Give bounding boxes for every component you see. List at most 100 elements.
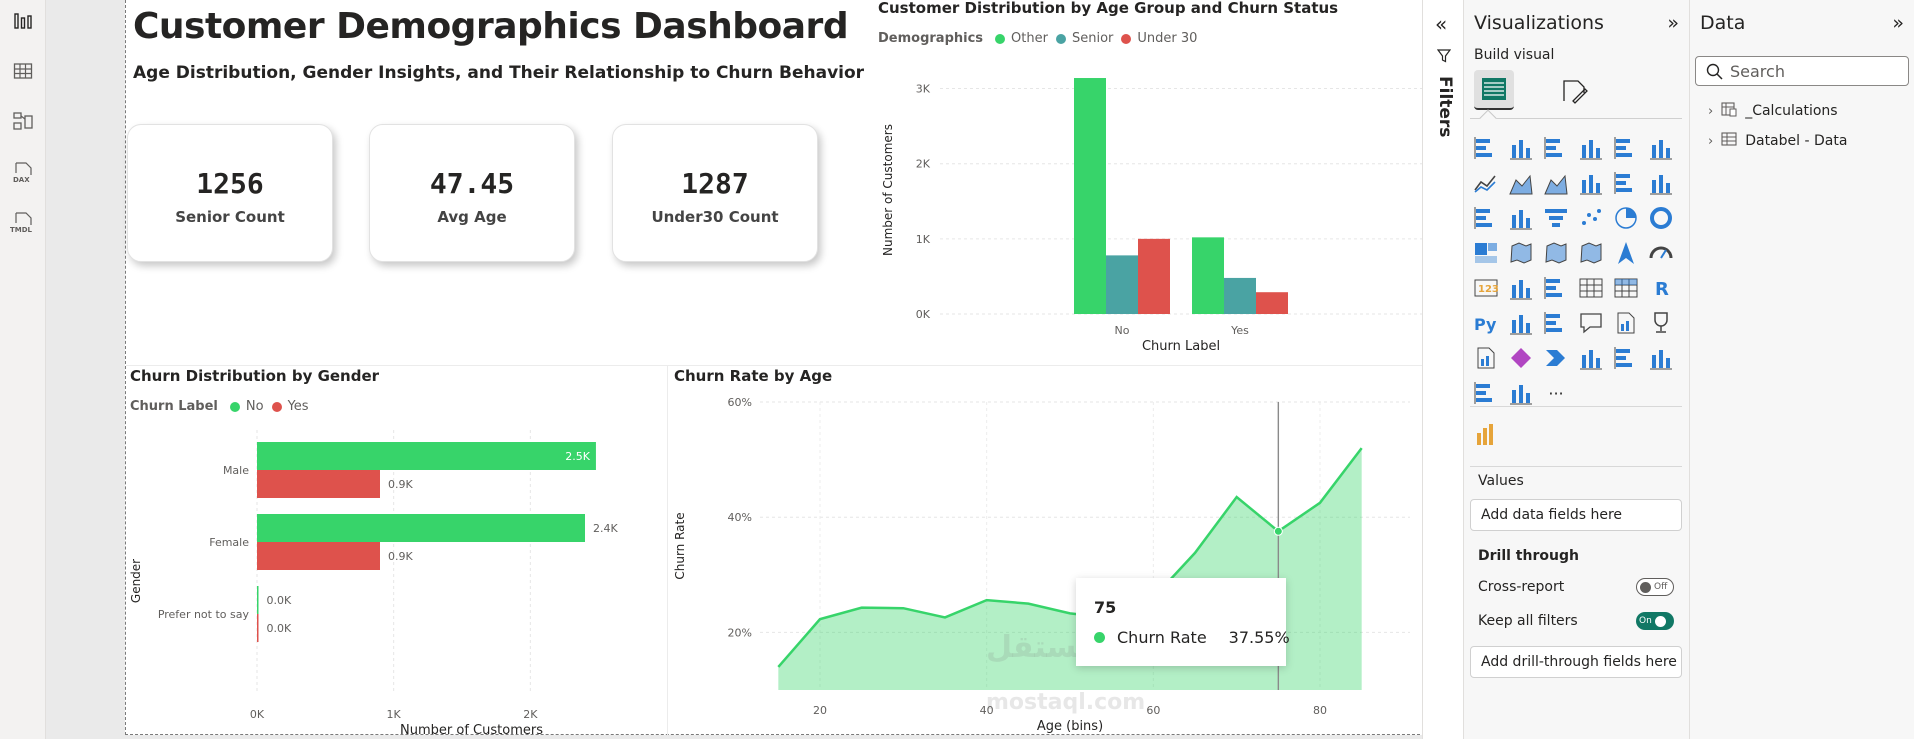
x-tick-label: 80 xyxy=(1313,704,1327,717)
card-label: Senior Count xyxy=(175,208,285,226)
data-label: 0.9K xyxy=(388,478,413,491)
filled-map-icon[interactable] xyxy=(1542,239,1570,267)
card-label: Avg Age xyxy=(437,208,507,226)
card-senior-count[interactable]: 1256 Senior Count xyxy=(127,124,333,262)
card-under30-count[interactable]: 1287 Under30 Count xyxy=(612,124,818,262)
format-visual-tab[interactable] xyxy=(1554,70,1594,110)
table-view-icon[interactable] xyxy=(8,56,38,86)
power-apps-icon[interactable] xyxy=(1507,344,1535,372)
toggle-state: Off xyxy=(1654,582,1668,592)
key-influencers-icon[interactable] xyxy=(1507,309,1535,337)
x-tick-label: 0K xyxy=(250,708,265,721)
filters-vertical-label[interactable]: Filters xyxy=(1425,76,1465,138)
filters-pane-collapsed[interactable]: « Filters xyxy=(1422,0,1464,739)
gauge-icon[interactable] xyxy=(1647,239,1675,267)
line-clustered-icon[interactable] xyxy=(1647,169,1675,197)
keep-filters-toggle[interactable]: On xyxy=(1636,612,1674,630)
build-visual-tab[interactable] xyxy=(1474,70,1514,110)
tooltip-value: 37.55% xyxy=(1228,628,1290,647)
funnel-icon[interactable] xyxy=(1542,204,1570,232)
card-icon[interactable]: 123 xyxy=(1472,274,1500,302)
calculator-table-icon xyxy=(1721,101,1737,121)
area-chart-icon[interactable] xyxy=(1507,169,1535,197)
legend-title: Churn Label xyxy=(130,399,218,414)
line-chart-icon[interactable] xyxy=(1472,169,1500,197)
more-visuals-icon[interactable]: ··· xyxy=(1542,379,1570,407)
stacked-column-icon[interactable] xyxy=(1507,134,1535,162)
table-item-calculations[interactable]: › _Calculations xyxy=(1708,101,1838,121)
collapse-data-icon[interactable]: » xyxy=(1892,12,1904,34)
stacked-bar-icon[interactable] xyxy=(1472,134,1500,162)
power-bi-visual-icon[interactable] xyxy=(1507,379,1535,407)
waterfall-icon[interactable] xyxy=(1507,204,1535,232)
clustered-bar-icon[interactable] xyxy=(1542,134,1570,162)
data-label: 0.0K xyxy=(267,622,292,635)
age-group-chart[interactable]: 0K 1K 2K 3K No Yes Churn Label Number of Custom… xyxy=(878,56,1434,364)
drill-through-field-well[interactable]: Add drill-through fields here xyxy=(1470,646,1682,678)
multi-row-card-icon[interactable] xyxy=(1507,274,1535,302)
kpi-icon[interactable] xyxy=(1542,274,1570,302)
python-visual-icon[interactable]: Py xyxy=(1472,309,1500,337)
y-tick-label: 0K xyxy=(916,308,931,321)
y-tick-label: 60% xyxy=(728,396,752,409)
cross-report-toggle[interactable]: Off xyxy=(1636,578,1674,596)
data-search-input[interactable]: Search xyxy=(1695,56,1909,86)
y-axis-title: Number of Customers xyxy=(881,124,895,256)
ribbon-chart-icon[interactable] xyxy=(1577,169,1605,197)
values-field-well[interactable]: Add data fields here xyxy=(1470,499,1682,531)
churn-rate-chart[interactable]: 20% 40% 60% 20 40 60 80 Age (bins) Churn Rate xyxy=(670,390,1434,734)
card-avg-age[interactable]: 47.45 Avg Age xyxy=(369,124,575,262)
custom-bar-visual-icon[interactable] xyxy=(1472,420,1500,448)
tmdl-view-icon[interactable]: TMDL xyxy=(8,208,38,238)
x-tick-label: 1K xyxy=(387,708,402,721)
page-title: Customer Demographics Dashboard xyxy=(133,6,849,47)
metrics-icon[interactable] xyxy=(1472,379,1500,407)
y-tick-label: 20% xyxy=(728,626,752,639)
y-tick-label: 1K xyxy=(916,233,931,246)
x-tick-label: 2K xyxy=(523,708,538,721)
values-label: Values xyxy=(1478,473,1524,489)
donut-chart-icon[interactable] xyxy=(1647,204,1675,232)
line-column-icon[interactable] xyxy=(1612,169,1640,197)
map-icon[interactable] xyxy=(1507,239,1535,267)
matrix-icon[interactable] xyxy=(1612,274,1640,302)
y-axis-title: Churn Rate xyxy=(673,512,687,579)
qa-icon[interactable] xyxy=(1577,309,1605,337)
chevron-right-icon[interactable]: › xyxy=(1708,133,1714,149)
watermark-latin: mostaql.com xyxy=(986,690,1146,715)
100pct-column-icon[interactable] xyxy=(1647,134,1675,162)
stacked-area-icon[interactable] xyxy=(1542,169,1570,197)
data-pane: Data » Search › _Calculations › Databel … xyxy=(1690,0,1914,739)
age-group-legend[interactable]: Demographics Other Senior Under 30 xyxy=(878,31,1197,46)
line-stacked-column-icon[interactable] xyxy=(1472,204,1500,232)
scatter-icon[interactable] xyxy=(1577,204,1605,232)
legend-item-no: No xyxy=(245,399,264,414)
r-visual-icon[interactable]: R xyxy=(1647,274,1675,302)
gender-chart[interactable]: 0K 1K 2K Male 2.5K 0.9K Female 2.4K 0.9K Prefer n… xyxy=(126,420,666,734)
card-label: Under30 Count xyxy=(651,208,779,226)
table-icon[interactable] xyxy=(1577,274,1605,302)
pie-chart-icon[interactable] xyxy=(1612,204,1640,232)
100pct-bar-icon[interactable] xyxy=(1612,134,1640,162)
power-automate-icon[interactable] xyxy=(1542,344,1570,372)
treemap-icon[interactable] xyxy=(1472,239,1500,267)
image-icon[interactable] xyxy=(1612,344,1640,372)
azure-map-icon[interactable] xyxy=(1612,239,1640,267)
arcgis-icon[interactable] xyxy=(1647,344,1675,372)
trophy-icon[interactable] xyxy=(1647,309,1675,337)
paginated-report-icon[interactable] xyxy=(1612,309,1640,337)
decomposition-tree-icon[interactable] xyxy=(1542,309,1570,337)
collapse-visualizations-icon[interactable]: » xyxy=(1667,12,1679,34)
chevron-right-icon[interactable]: › xyxy=(1708,103,1714,119)
dax-query-view-icon[interactable]: DAX xyxy=(8,158,38,188)
shape-map-icon[interactable] xyxy=(1577,239,1605,267)
clustered-column-icon[interactable] xyxy=(1577,134,1605,162)
table-item-databel[interactable]: › Databel - Data xyxy=(1708,131,1847,151)
smart-narrative-icon[interactable] xyxy=(1472,344,1500,372)
gender-legend[interactable]: Churn Label No Yes xyxy=(130,399,309,414)
model-view-icon[interactable] xyxy=(8,106,38,136)
report-view-icon[interactable] xyxy=(8,6,38,36)
expand-filters-icon[interactable]: « xyxy=(1435,12,1448,36)
filters-label: Filters xyxy=(1435,76,1455,138)
slicer-icon[interactable] xyxy=(1577,344,1605,372)
